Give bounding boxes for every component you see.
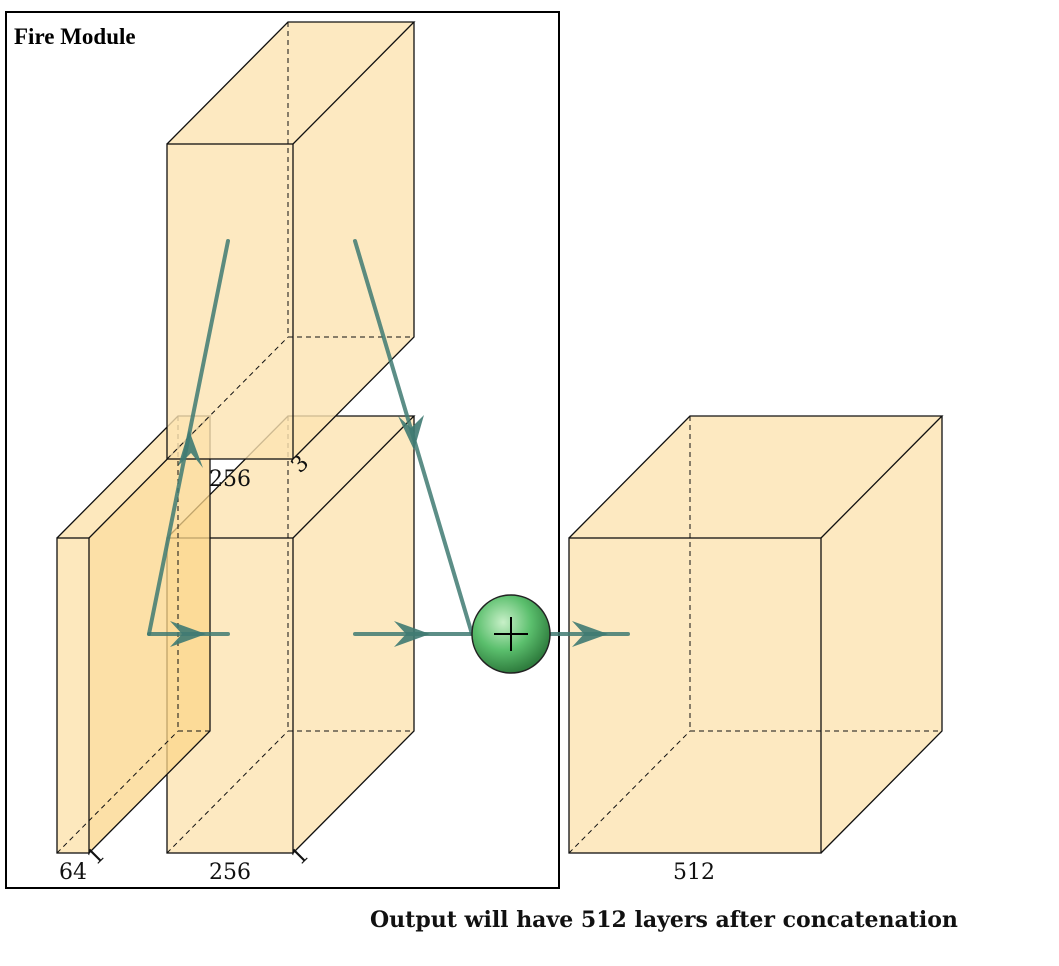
- arrowhead-squeeze-right: [170, 621, 206, 647]
- concat-node: [471, 594, 551, 674]
- output-depth-label: 512: [673, 860, 715, 885]
- expand-3x3-depth-label: 256: [209, 467, 251, 492]
- fire-module-title: Fire Module: [14, 24, 136, 49]
- expand-3x3-block: [166, 21, 416, 460]
- squeeze-depth-label: 64: [59, 860, 87, 885]
- arrowheads: [170, 415, 608, 647]
- arrowhead-output-right: [572, 621, 608, 647]
- arrowhead-down: [398, 415, 424, 450]
- caption: Output will have 512 layers after concat…: [370, 907, 958, 933]
- expand-1x1-depth-label: 256: [209, 860, 251, 885]
- arrowhead-up: [178, 430, 203, 468]
- output-block: [568, 415, 944, 854]
- arrowhead-expand1x1-right: [394, 621, 430, 647]
- fire-module-frame: [5, 11, 560, 889]
